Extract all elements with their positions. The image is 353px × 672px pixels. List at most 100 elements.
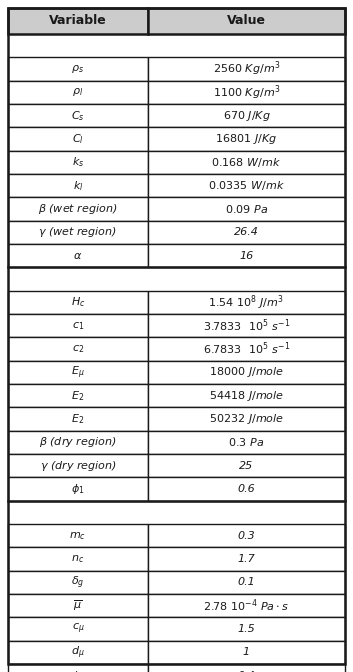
Text: Variable: Variable bbox=[49, 15, 107, 28]
Bar bbox=[148, 431, 345, 454]
Text: 16: 16 bbox=[239, 251, 253, 261]
Bar bbox=[8, 198, 148, 220]
Bar bbox=[148, 244, 345, 267]
Text: $k_l$: $k_l$ bbox=[73, 179, 83, 193]
Bar bbox=[148, 618, 345, 640]
Bar bbox=[148, 477, 345, 501]
Bar bbox=[8, 337, 148, 361]
Text: 1: 1 bbox=[243, 647, 250, 657]
Bar bbox=[148, 220, 345, 244]
Text: $\alpha$: $\alpha$ bbox=[73, 251, 83, 261]
Bar bbox=[8, 174, 148, 198]
Bar bbox=[8, 291, 148, 314]
Bar bbox=[8, 431, 148, 454]
Bar bbox=[8, 640, 148, 664]
Text: $54418\ J/mole$: $54418\ J/mole$ bbox=[209, 388, 284, 403]
Text: $50232\ J/mole$: $50232\ J/mole$ bbox=[209, 412, 284, 426]
Bar bbox=[148, 57, 345, 81]
Bar bbox=[8, 454, 148, 477]
Bar bbox=[148, 407, 345, 431]
Bar bbox=[148, 174, 345, 198]
Text: $E_2$: $E_2$ bbox=[71, 412, 84, 426]
Text: $C_s$: $C_s$ bbox=[71, 109, 85, 122]
Text: $0.09\ Pa$: $0.09\ Pa$ bbox=[225, 203, 268, 215]
Text: 25: 25 bbox=[239, 461, 253, 470]
Text: $\phi_1$: $\phi_1$ bbox=[71, 482, 85, 496]
Text: $18000\ J/mole$: $18000\ J/mole$ bbox=[209, 366, 284, 379]
Bar bbox=[148, 454, 345, 477]
Bar bbox=[8, 547, 148, 571]
Text: $\overline{\mu}$: $\overline{\mu}$ bbox=[73, 598, 83, 613]
Text: $\rho_l$: $\rho_l$ bbox=[72, 86, 84, 98]
Text: 1.5: 1.5 bbox=[238, 624, 255, 634]
Bar bbox=[8, 477, 148, 501]
Text: 0.1: 0.1 bbox=[238, 577, 255, 587]
Text: Value: Value bbox=[227, 15, 266, 28]
Bar bbox=[148, 291, 345, 314]
Bar bbox=[8, 314, 148, 337]
Bar bbox=[8, 524, 148, 547]
Bar bbox=[8, 407, 148, 431]
Text: $k_s$: $k_s$ bbox=[72, 155, 84, 169]
Bar bbox=[8, 594, 148, 618]
Bar bbox=[148, 547, 345, 571]
Bar bbox=[8, 664, 148, 672]
Text: $n_c$: $n_c$ bbox=[71, 553, 84, 565]
Bar bbox=[8, 57, 148, 81]
Text: $6.7833\ \ 10^5\ s^{-1}$: $6.7833\ \ 10^5\ s^{-1}$ bbox=[203, 341, 290, 358]
Bar bbox=[148, 361, 345, 384]
Text: 1.7: 1.7 bbox=[238, 554, 255, 564]
Text: $d_\mu$: $d_\mu$ bbox=[71, 644, 85, 661]
Text: $1100\ Kg/m^3$: $1100\ Kg/m^3$ bbox=[213, 83, 280, 101]
Text: $m_c$: $m_c$ bbox=[70, 530, 86, 542]
Text: $3.7833\ \ 10^5\ s^{-1}$: $3.7833\ \ 10^5\ s^{-1}$ bbox=[203, 317, 290, 334]
Text: $\gamma$ (dry region): $\gamma$ (dry region) bbox=[40, 459, 116, 472]
Bar bbox=[8, 104, 148, 127]
Text: $\beta$ (dry region): $\beta$ (dry region) bbox=[39, 435, 116, 450]
Bar bbox=[148, 151, 345, 174]
Text: $c_\mu$: $c_\mu$ bbox=[72, 622, 84, 636]
Text: $E_\mu$: $E_\mu$ bbox=[71, 364, 85, 380]
Bar bbox=[8, 618, 148, 640]
Text: 0.4: 0.4 bbox=[238, 671, 255, 672]
Text: $1.54\ 10^8\ J/m^3$: $1.54\ 10^8\ J/m^3$ bbox=[208, 293, 285, 312]
Text: $\gamma$ (wet region): $\gamma$ (wet region) bbox=[38, 225, 118, 239]
Bar bbox=[148, 594, 345, 618]
Text: $0.3\ Pa$: $0.3\ Pa$ bbox=[228, 436, 264, 448]
Bar bbox=[148, 640, 345, 664]
Text: $H_c$: $H_c$ bbox=[71, 296, 85, 309]
Bar bbox=[8, 244, 148, 267]
Text: $670\ J/Kg$: $670\ J/Kg$ bbox=[222, 109, 270, 123]
Text: $0.0335\ W/mk$: $0.0335\ W/mk$ bbox=[208, 179, 285, 192]
Text: 0.3: 0.3 bbox=[238, 531, 255, 541]
Bar bbox=[148, 81, 345, 104]
Bar bbox=[8, 384, 148, 407]
Text: $E_2$: $E_2$ bbox=[71, 389, 84, 403]
Bar bbox=[148, 664, 345, 672]
Bar bbox=[148, 571, 345, 594]
Text: 26.4: 26.4 bbox=[234, 227, 259, 237]
Text: $\rho_s$: $\rho_s$ bbox=[71, 63, 84, 75]
Text: $\phi_r$: $\phi_r$ bbox=[71, 669, 84, 672]
Bar bbox=[148, 127, 345, 151]
Bar bbox=[8, 220, 148, 244]
Text: $0.168\ W/mk$: $0.168\ W/mk$ bbox=[211, 156, 281, 169]
Bar bbox=[148, 384, 345, 407]
Bar bbox=[8, 8, 148, 34]
Bar bbox=[148, 524, 345, 547]
Bar bbox=[148, 198, 345, 220]
Text: $C_l$: $C_l$ bbox=[72, 132, 84, 146]
Bar bbox=[8, 151, 148, 174]
Text: 0.6: 0.6 bbox=[238, 484, 255, 494]
Bar bbox=[148, 337, 345, 361]
Bar bbox=[8, 127, 148, 151]
Bar bbox=[8, 81, 148, 104]
Text: $2560\ Kg/m^3$: $2560\ Kg/m^3$ bbox=[213, 60, 280, 79]
Text: $\beta$ (wet region): $\beta$ (wet region) bbox=[38, 202, 118, 216]
Text: $\delta_g$: $\delta_g$ bbox=[71, 574, 85, 591]
Bar bbox=[8, 571, 148, 594]
Bar bbox=[148, 314, 345, 337]
Bar bbox=[8, 361, 148, 384]
Bar bbox=[148, 104, 345, 127]
Text: $c_1$: $c_1$ bbox=[72, 320, 84, 331]
